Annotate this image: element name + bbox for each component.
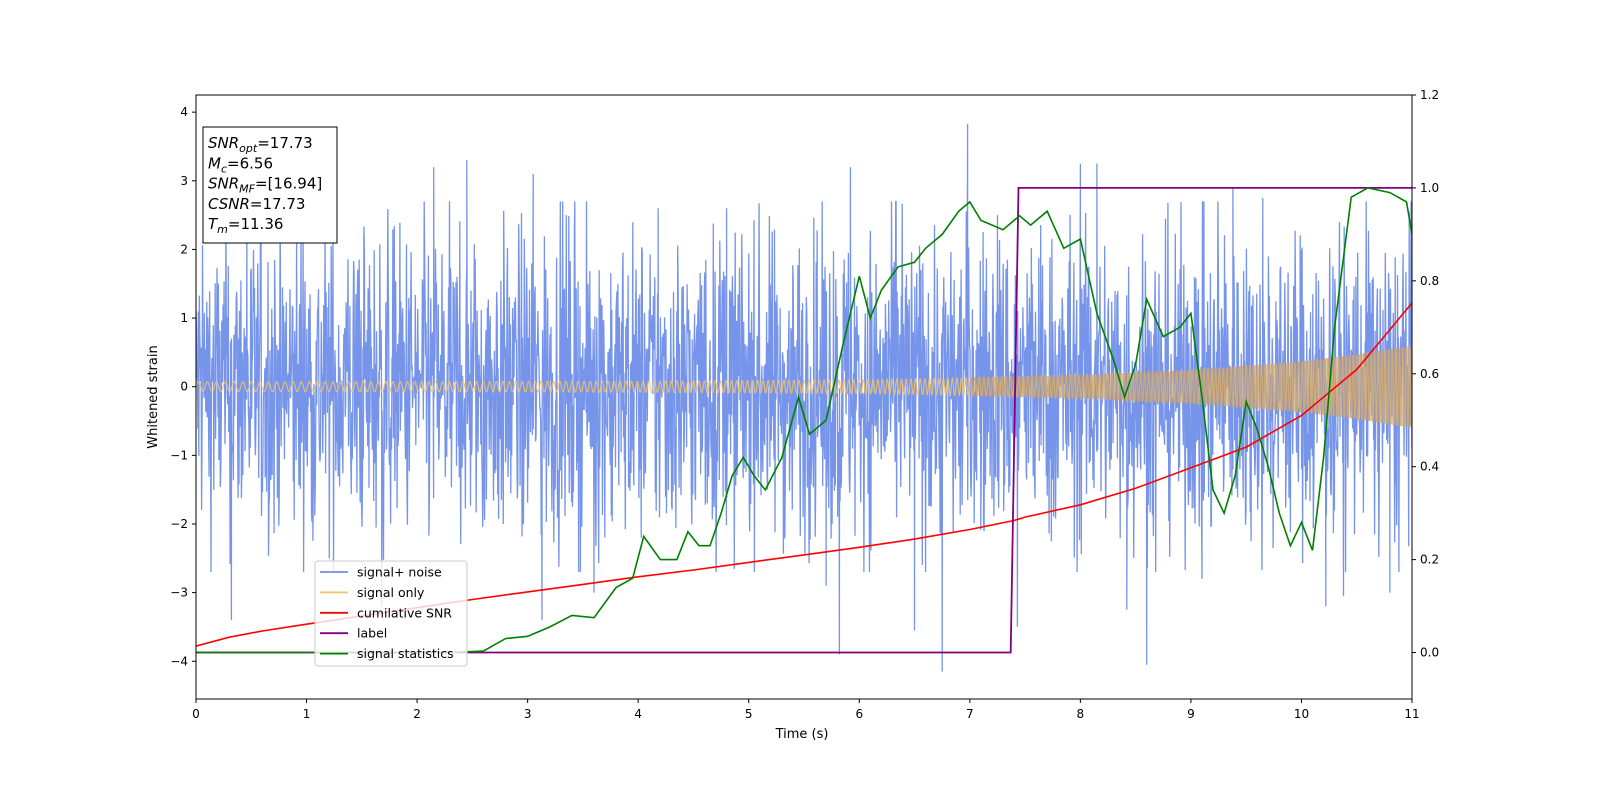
series-signal-statistics bbox=[196, 187, 1412, 654]
y2-tick-label: 1.0 bbox=[1420, 181, 1439, 195]
legend-label: signal only bbox=[357, 585, 425, 600]
plot-frame bbox=[195, 94, 1413, 700]
x-tick-label: 1 bbox=[303, 707, 311, 721]
x-tick-label: 2 bbox=[413, 707, 421, 721]
x-tick-label: 11 bbox=[1404, 707, 1419, 721]
y2-tick-label: 0.6 bbox=[1420, 367, 1439, 381]
y-tick-label: −2 bbox=[170, 517, 188, 531]
legend: signal+ noise signal only cumilative SNR la… bbox=[314, 560, 468, 667]
x-axis-label: Time (s) bbox=[775, 727, 829, 742]
legend-label: signal+ noise bbox=[357, 565, 442, 580]
x-tick-label: 5 bbox=[745, 707, 753, 721]
x-tick-label: 4 bbox=[634, 707, 642, 721]
info-box-line: CSNR=17.73 bbox=[208, 195, 305, 213]
x-tick-label: 0 bbox=[192, 707, 200, 721]
y2-tick-label: 1.2 bbox=[1420, 88, 1439, 102]
y-tick-label: 1 bbox=[180, 311, 188, 325]
axes: 0 1 2 3 4 5 6 7 8 9 10 11 −4 −3 −2 −1 0 1 2 3 4 0.0 0.2 0.4 0.6 0… bbox=[170, 88, 1439, 721]
info-box-line: SNRopt=17.73 bbox=[208, 134, 313, 155]
x-tick-label: 9 bbox=[1187, 707, 1195, 721]
y2-tick-label: 0.8 bbox=[1420, 274, 1439, 288]
y2-tick-label: 0.4 bbox=[1420, 460, 1439, 474]
y-tick-label: 3 bbox=[180, 174, 188, 188]
y-tick-label: −1 bbox=[170, 448, 188, 462]
series-label bbox=[196, 186, 1412, 654]
signal-only-envelope bbox=[969, 345, 1412, 428]
legend-label: cumilative SNR bbox=[357, 605, 452, 620]
y-tick-label: 2 bbox=[180, 242, 188, 256]
x-tick-label: 3 bbox=[524, 707, 532, 721]
y2-tick-label: 0.0 bbox=[1420, 646, 1439, 660]
legend-frame bbox=[314, 560, 468, 667]
legend-label: label bbox=[357, 626, 387, 641]
info-box-line: Tm=11.36 bbox=[208, 215, 283, 236]
x-tick-label: 10 bbox=[1294, 707, 1309, 721]
y-tick-label: −3 bbox=[170, 586, 188, 600]
legend-label: signal statistics bbox=[357, 646, 454, 661]
x-tick-label: 7 bbox=[966, 707, 974, 721]
x-tick-label: 6 bbox=[855, 707, 863, 721]
info-box-line: Mc=6.56 bbox=[208, 154, 273, 175]
info-box-frame bbox=[202, 126, 338, 244]
info-box-line: SNRMF=[16.94] bbox=[208, 175, 322, 196]
y-tick-label: 4 bbox=[180, 105, 188, 119]
x-tick-label: 8 bbox=[1077, 707, 1085, 721]
y2-tick-label: 0.2 bbox=[1420, 553, 1439, 567]
y-axis-label: Whitened strain bbox=[146, 345, 161, 448]
info-box: SNRopt=17.73Mc=6.56SNRMF=[16.94]CSNR=17.… bbox=[202, 126, 338, 244]
y-tick-label: 0 bbox=[180, 380, 188, 394]
y-tick-label: −4 bbox=[170, 654, 188, 668]
